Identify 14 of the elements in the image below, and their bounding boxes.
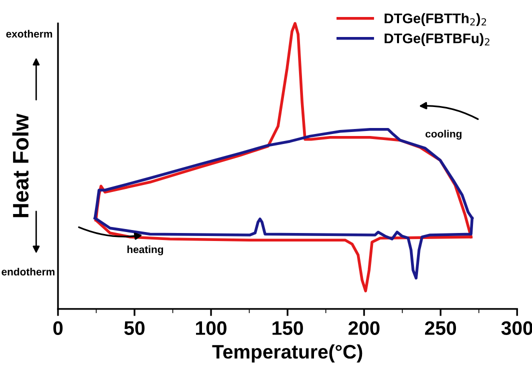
y-axis-title: Heat Folw [12,114,29,218]
x-tick-label: 0 [53,321,63,335]
text: exotherm [6,30,52,38]
annotation: cooling [426,130,462,140]
legend-label: DTGe(FBTBFu)$_{2}$ [384,33,490,46]
legend-label: DTGe(FBTTh$_{2}$)$_{2}$ [384,13,486,26]
x-axis-title: Temperature(°C) [212,344,362,363]
annotation: heating [127,246,164,256]
x-tick-label: 100 [196,321,226,335]
x-tick-label: 150 [272,321,303,335]
text: endotherm [2,268,54,276]
x-tick-label: 200 [348,321,380,335]
x-tick-label: 250 [425,321,456,335]
x-tick-label: 50 [124,321,145,335]
